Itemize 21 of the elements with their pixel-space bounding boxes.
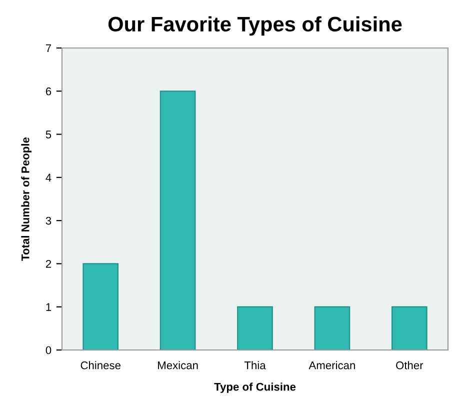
bar (82, 263, 119, 350)
bar (160, 90, 196, 350)
bar (391, 306, 428, 350)
x-tick-label: Other (396, 361, 424, 370)
y-tick-label: 2 (46, 260, 52, 268)
y-tick-label: 5 (46, 130, 52, 138)
chart-title: Our Favorite Types of Cuisine (108, 16, 402, 36)
bar (237, 306, 273, 350)
x-axis-title: Type of Cuisine (214, 382, 296, 393)
y-tick-label: 4 (46, 174, 52, 182)
x-tick-label: American (308, 361, 355, 370)
x-tick-label: Chinese (80, 361, 120, 370)
y-tick-label: 3 (46, 216, 52, 225)
bar (314, 306, 350, 350)
y-tick-label: 7 (46, 44, 52, 52)
x-tick-label: Thia (244, 361, 266, 370)
y-tick-label: 6 (46, 87, 52, 96)
y-axis-title: Total Number of People (21, 137, 32, 261)
x-tick-label: Mexican (158, 361, 198, 370)
y-tick-label: 0 (46, 346, 52, 354)
y-tick-label: 1 (46, 303, 52, 311)
